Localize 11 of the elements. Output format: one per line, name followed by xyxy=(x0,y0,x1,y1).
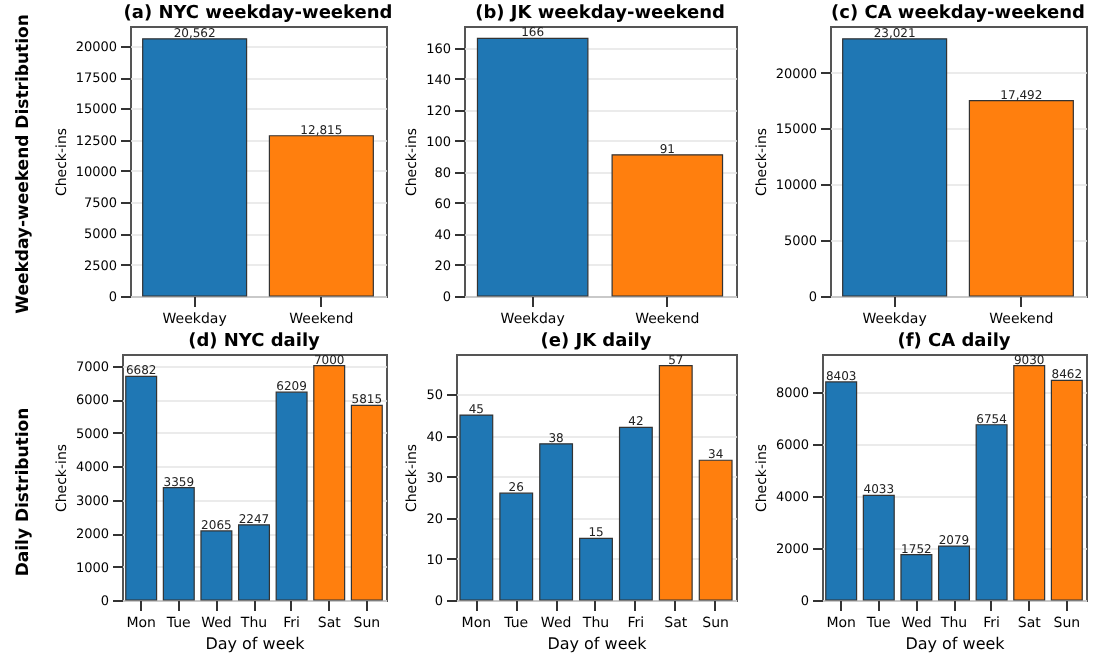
x-axis-title: Day of week xyxy=(205,635,306,653)
chart-title: (e) JK daily xyxy=(540,331,652,352)
chart-title: (b) JK weekday-weekend xyxy=(475,4,725,24)
chart-title: (a) NYC weekday-weekend xyxy=(123,4,393,24)
text: Weekday-weekend Distribution xyxy=(14,14,35,314)
chart-title: (d) NYC daily xyxy=(188,331,321,352)
x-axis-title: Day of week xyxy=(905,635,1006,653)
x-axis-title: Day of week xyxy=(547,635,648,653)
chart-title: (f) CA daily xyxy=(897,331,1011,352)
chart-title: (c) CA weekday-weekend xyxy=(831,4,1085,24)
text: Daily Distribution xyxy=(14,407,35,577)
